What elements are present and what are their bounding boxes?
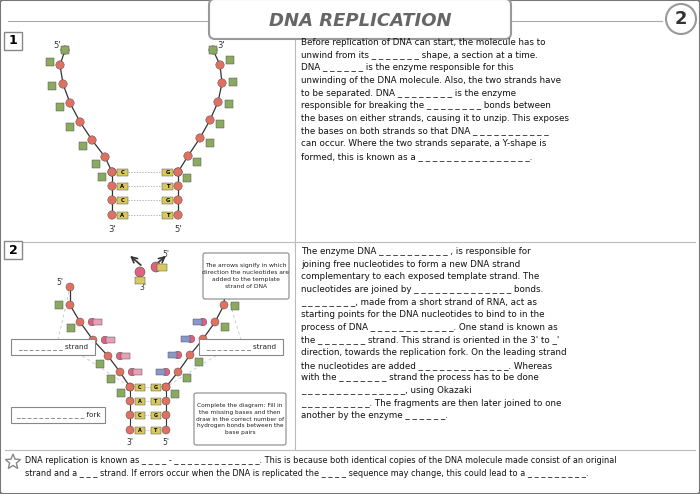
Text: _ _ _ _ _ _ _ _ strand: _ _ _ _ _ _ _ _ strand [206,344,276,350]
Bar [135,412,145,418]
Bar [181,336,190,342]
Bar [66,123,74,131]
Circle shape [76,318,84,326]
Circle shape [128,368,136,376]
Bar [195,358,202,366]
Text: Before replication of DNA can start, the molecule has to
unwind from its _ _ _ _: Before replication of DNA can start, the… [301,38,569,161]
Circle shape [56,61,64,69]
Bar [193,158,201,166]
Text: The enzyme DNA _ _ _ _ _ _ _ _ _ _ , is responsible for
joining free nucleotides: The enzyme DNA _ _ _ _ _ _ _ _ _ _ , is … [301,247,566,420]
Bar [162,211,173,218]
Circle shape [174,168,182,176]
Circle shape [66,99,74,107]
Bar [121,353,130,359]
Circle shape [184,152,192,160]
Bar [183,174,191,182]
Circle shape [199,335,207,343]
Circle shape [174,368,182,376]
Bar [135,398,145,405]
Bar [133,369,142,375]
Bar [46,57,54,66]
Bar [162,197,173,204]
FancyBboxPatch shape [11,339,95,355]
Text: T: T [166,183,169,189]
Text: 1: 1 [8,35,18,47]
Text: 5': 5' [53,41,60,50]
Bar [183,374,191,382]
Circle shape [186,351,194,359]
Circle shape [216,61,224,69]
Circle shape [218,79,226,87]
Text: G: G [154,412,158,417]
Text: T: T [166,212,169,217]
Circle shape [59,80,67,88]
Bar [135,383,145,390]
Circle shape [61,46,69,54]
Circle shape [162,426,170,434]
Text: 3': 3' [108,225,116,234]
Text: A: A [120,183,125,189]
FancyBboxPatch shape [11,407,105,423]
FancyBboxPatch shape [194,393,286,445]
Circle shape [174,351,182,359]
Text: 5': 5' [162,250,169,259]
FancyBboxPatch shape [199,339,283,355]
Text: _ _ _ _ _ _ _ _ _ _ _ _ fork: _ _ _ _ _ _ _ _ _ _ _ _ fork [15,412,100,418]
Bar [48,82,56,90]
Circle shape [162,383,170,391]
Circle shape [174,196,182,204]
Text: 5': 5' [174,225,182,234]
Circle shape [108,168,116,176]
Circle shape [76,118,84,126]
Text: G: G [165,198,169,203]
Text: A: A [138,399,142,404]
Bar [96,360,104,368]
Circle shape [126,383,134,391]
Bar [135,277,145,284]
Bar [66,324,74,331]
Text: C: C [139,412,141,417]
Circle shape [126,397,134,405]
Circle shape [174,211,182,219]
Text: The arrows signify in which
direction the nucleotides are
added to the template
: The arrows signify in which direction th… [202,263,290,288]
Bar [157,263,167,271]
Bar [93,319,102,325]
Circle shape [162,368,170,376]
Bar [226,56,234,64]
Circle shape [108,168,116,176]
Bar [117,168,128,175]
Bar [55,301,63,309]
Text: T: T [154,427,158,433]
Text: G: G [154,384,158,389]
Bar [107,374,116,382]
Bar [98,172,106,181]
Bar [79,142,87,150]
Bar [168,352,177,358]
Bar [80,342,88,350]
Bar [117,197,128,204]
Text: C: C [139,384,141,389]
Bar [106,337,115,343]
Bar [56,103,64,111]
Text: 3': 3' [127,438,134,447]
Circle shape [174,182,182,190]
Bar [229,78,237,86]
Bar [117,182,128,190]
Text: 5': 5' [162,438,169,447]
FancyBboxPatch shape [203,253,289,299]
Text: C: C [120,169,125,174]
Circle shape [116,352,124,360]
Bar [151,412,161,418]
Bar [151,383,161,390]
Text: 3': 3' [217,41,225,50]
Bar [216,121,224,128]
Circle shape [108,182,116,190]
Circle shape [162,397,170,405]
Circle shape [196,134,204,142]
Bar [208,341,216,349]
Circle shape [89,336,97,344]
Text: DNA REPLICATION: DNA REPLICATION [269,12,452,30]
Circle shape [102,336,108,344]
Text: 2: 2 [8,244,18,256]
